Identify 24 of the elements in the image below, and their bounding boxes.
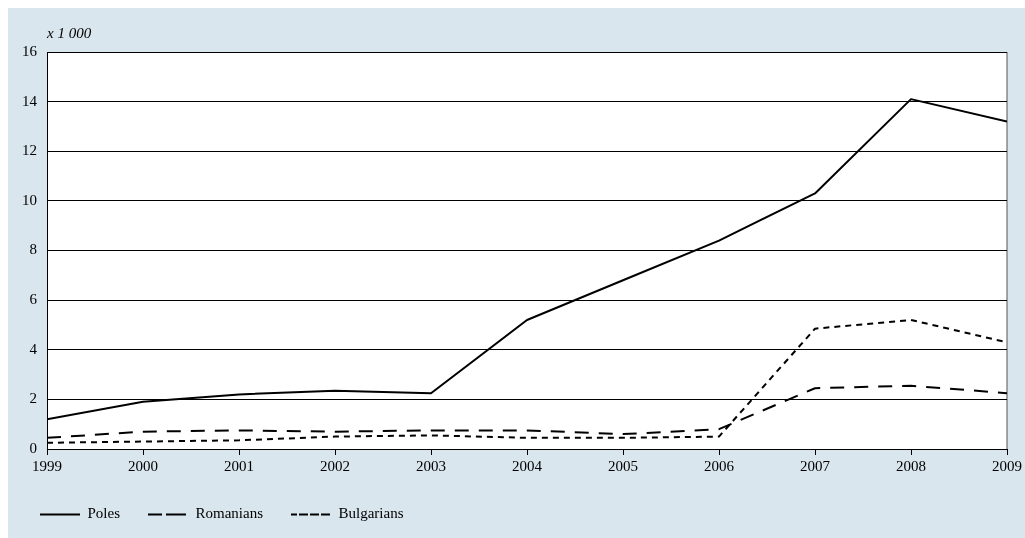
x-tick-label: 2001	[224, 457, 254, 474]
y-tick-label: 2	[29, 390, 37, 407]
x-tick-label: 2004	[512, 457, 543, 474]
y-tick-label: 6	[29, 291, 38, 308]
y-tick-label: 14	[22, 92, 38, 109]
x-tick-label: 2006	[704, 457, 735, 474]
x-tick-label: 2008	[896, 457, 926, 474]
y-tick-label: 16	[22, 42, 38, 59]
y-tick-label: 12	[22, 142, 37, 159]
x-tick-label: 2002	[320, 457, 350, 474]
y-tick-label: 0	[29, 439, 37, 456]
x-tick-label: 1999	[32, 457, 62, 474]
x-tick-label: 2009	[992, 457, 1022, 474]
y-tick-label: 8	[29, 241, 37, 258]
y-axis-title: x 1 000	[46, 25, 92, 42]
legend-label: Romanians	[195, 505, 264, 522]
x-tick-label: 2000	[128, 457, 158, 474]
y-tick-label: 4	[29, 340, 38, 357]
x-tick-label: 2003	[416, 457, 446, 474]
legend-label: Poles	[87, 505, 121, 522]
y-tick-label: 10	[22, 191, 37, 208]
x-tick-label: 2005	[608, 457, 638, 474]
x-tick-label: 2007	[800, 457, 831, 474]
legend-label: Bulgarians	[338, 505, 404, 522]
